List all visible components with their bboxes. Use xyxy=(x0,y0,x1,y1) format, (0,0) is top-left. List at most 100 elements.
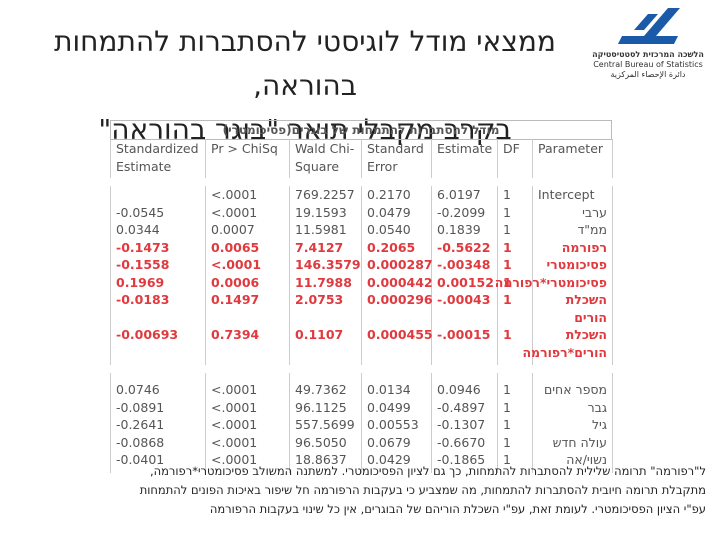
cell: <.0001 xyxy=(205,203,290,221)
parameter-cell: ממ"ד xyxy=(532,221,613,239)
logo-icon xyxy=(618,8,680,44)
cell: -0.0183 xyxy=(110,291,206,326)
cell: 0.00152 xyxy=(431,273,498,291)
parameter-cell: ערבי xyxy=(532,203,613,221)
cell: 2.0753 xyxy=(289,291,362,326)
cell: 0.2065 xyxy=(361,238,432,256)
table-row: <.0001 769.2257 0.2170 6.0197 1 Intercept xyxy=(110,182,613,204)
cell: 769.2257 xyxy=(289,182,362,204)
cell: 1 xyxy=(497,326,533,369)
cell: 0.0540 xyxy=(361,221,432,239)
parameter-cell: פסיכומטרי xyxy=(532,256,613,274)
cell: <.0001 xyxy=(205,256,290,274)
parameter-cell: Intercept xyxy=(532,182,613,204)
cell: -0.0868 xyxy=(110,433,206,451)
cell: 0.0006 xyxy=(205,273,290,291)
column-header: Pr > ChiSq xyxy=(205,139,290,183)
table-row: -0.0545 <.0001 19.1593 0.0479 -0.2099 1 ערבי xyxy=(110,203,613,221)
cell: 0.0134 xyxy=(361,369,432,399)
cell: 0.0344 xyxy=(110,221,206,239)
logo-text: Central Bureau of Statistics xyxy=(593,60,703,69)
cell: <.0001 xyxy=(205,182,290,204)
cell: 0.7394 xyxy=(205,326,290,369)
cell: 6.0197 xyxy=(431,182,498,204)
cell: 1 xyxy=(497,238,533,256)
parameter-cell: גבר xyxy=(532,398,613,416)
parameter-cell: עולה חדש xyxy=(532,433,613,451)
parameter-cell: השכלת הורים xyxy=(532,291,613,326)
logo-text: دائرة الإحصاء المركزية xyxy=(610,70,686,79)
cell: 1 xyxy=(497,221,533,239)
table-row: -0.00693 0.7394 0.1107 0.000455 -.00015 1 השכל… xyxy=(110,326,613,369)
table: Standardized Estimate Pr > ChiSq Wald Chi-… xyxy=(110,139,613,473)
cell: -0.00693 xyxy=(110,326,206,369)
cell: 96.5050 xyxy=(289,433,362,451)
cell: 146.3579 xyxy=(289,256,362,274)
cell: 0.1107 xyxy=(289,326,362,369)
footer-line: עפ"י הציון הפסיכומטרי. לעומת זאת, עפ"י ה… xyxy=(209,502,706,516)
cell: <.0001 xyxy=(205,369,290,399)
cell: 0.00553 xyxy=(361,416,432,434)
cell: 19.1593 xyxy=(289,203,362,221)
parameter-cell: פסיכומטרי*רפורמה xyxy=(495,273,613,291)
cell: -0.1473 xyxy=(110,238,206,256)
cell: 0.0746 xyxy=(110,369,206,399)
header-row: Standardized Estimate Pr > ChiSq Wald Chi-… xyxy=(110,139,613,183)
cell: 1 xyxy=(497,398,533,416)
cell: 1 xyxy=(497,291,533,326)
parameter-cell: גיל xyxy=(532,416,613,434)
cell: 49.7362 xyxy=(289,369,362,399)
cell: 557.5699 xyxy=(289,416,362,434)
cell: 0.0065 xyxy=(205,238,290,256)
footer-notes: ל"רפורמה" תרומה שלילית להסתברות להתמחות,… xyxy=(30,462,706,519)
table-caption: מודל להסתברות להתמחות של בוגרים(פסיכומטר… xyxy=(110,120,612,139)
cell: 0.000442 xyxy=(361,273,433,291)
row-group: <.0001 769.2257 0.2170 6.0197 1 Intercept -0.0… xyxy=(110,182,613,369)
footer-line: מתקבלת תרומה חיובית להסתברות להתמחות, מה… xyxy=(139,483,706,497)
cell: <.0001 xyxy=(205,416,290,434)
cell: -.00015 xyxy=(431,326,498,369)
table-row: -0.1473 0.0065 7.4127 0.2065 -0.5622 1 רפורמה xyxy=(110,238,613,256)
cell: 0.0499 xyxy=(361,398,432,416)
table-row: -0.0401 <.0001 18.8637 0.0429 -0.1865 1 נשוי/א… xyxy=(110,451,613,473)
cell: 1 xyxy=(497,203,533,221)
table-row: -0.0183 0.1497 2.0753 0.000296 -.00043 1 השכלת… xyxy=(110,291,613,326)
cell: 0.2170 xyxy=(361,182,432,204)
column-header: Estimate xyxy=(431,139,498,183)
cell: 1 xyxy=(497,256,533,274)
table-row: 0.0344 0.0007 11.5981 0.0540 0.1839 1 ממ"ד xyxy=(110,221,613,239)
cell: <.0001 xyxy=(205,433,290,451)
title-line: ממצאי מודל לוגיסטי להסתברות להתמחות בהור… xyxy=(54,25,556,102)
cell: 1 xyxy=(497,416,533,434)
cell: 0.1497 xyxy=(205,291,290,326)
table-row: -0.0891 <.0001 96.1125 0.0499 -0.4897 1 גבר xyxy=(110,398,613,416)
column-header: Standardized Estimate xyxy=(110,139,206,183)
cell: 0.0946 xyxy=(431,369,498,399)
cell: -0.1865 xyxy=(431,451,498,473)
table-row: 0.0746 <.0001 49.7362 0.0134 0.0946 1 מספר אחי… xyxy=(110,369,613,399)
parameter-cell: רפורמה xyxy=(532,238,613,256)
cell: -.00043 xyxy=(431,291,498,326)
cell: 0.0679 xyxy=(361,433,432,451)
column-header: Wald Chi-Square xyxy=(289,139,362,183)
column-header: Parameter xyxy=(532,139,613,183)
table-row: -0.1558 <.0001 146.3579 0.000287 -.00348 1 פסי… xyxy=(110,256,613,274)
column-header: Standard Error xyxy=(361,139,432,183)
table-row: 0.1969 0.0006 11.7988 0.000442 0.00152 1 פסיכו… xyxy=(110,273,613,291)
cell: -0.0545 xyxy=(110,203,206,221)
cell: 0.1969 xyxy=(110,273,206,291)
cell: -.00348 xyxy=(431,256,498,274)
parameter-cell: השכלת הורים*רפורמה xyxy=(522,326,613,369)
cell: 96.1125 xyxy=(289,398,362,416)
cell: <.0001 xyxy=(205,398,290,416)
cell: 0.0479 xyxy=(361,203,432,221)
cell: 18.8637 xyxy=(289,451,362,473)
table-row: -0.0868 <.0001 96.5050 0.0679 -0.6670 1 עולה ח… xyxy=(110,433,613,451)
logo: הלשכה המרכזית לסטטיסטיקה Central Bureau o… xyxy=(588,6,708,80)
cell: -0.1307 xyxy=(431,416,498,434)
cell: 0.0429 xyxy=(361,451,432,473)
cell: 0.0007 xyxy=(205,221,290,239)
table-row: -0.2641 <.0001 557.5699 0.00553 -0.1307 1 גיל xyxy=(110,416,613,434)
row-group: 0.0746 <.0001 49.7362 0.0134 0.0946 1 מספר אחי… xyxy=(110,369,613,473)
cell: 0.000296 xyxy=(361,291,433,326)
